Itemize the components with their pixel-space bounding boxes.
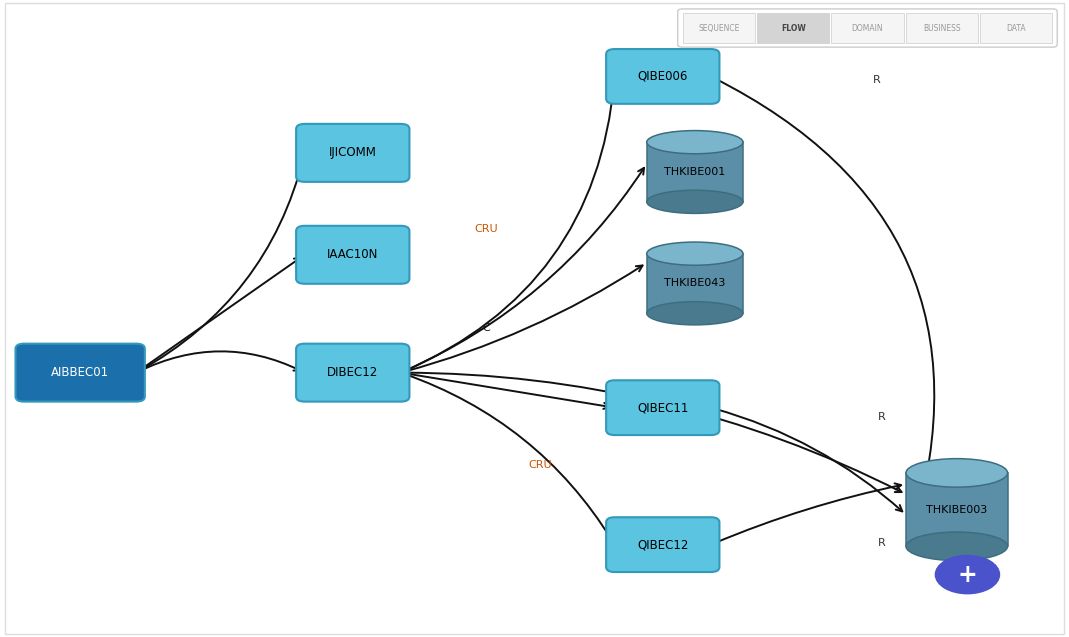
Text: BUSINESS: BUSINESS	[923, 24, 960, 32]
FancyArrowPatch shape	[404, 266, 642, 372]
Bar	[647, 254, 743, 313]
Bar	[907, 473, 1007, 547]
Text: QIBE006: QIBE006	[637, 70, 688, 83]
FancyBboxPatch shape	[832, 13, 903, 43]
Text: THKIBE003: THKIBE003	[926, 505, 988, 515]
FancyBboxPatch shape	[757, 13, 830, 43]
FancyArrowPatch shape	[139, 352, 300, 371]
Ellipse shape	[907, 459, 1007, 487]
Text: CRU: CRU	[528, 460, 552, 470]
Text: THKIBE043: THKIBE043	[664, 278, 726, 289]
Text: IAAC10N: IAAC10N	[327, 248, 378, 261]
Text: QIBEC12: QIBEC12	[637, 538, 688, 551]
Text: QIBEC11: QIBEC11	[637, 401, 688, 414]
FancyBboxPatch shape	[606, 517, 719, 572]
Text: R: R	[872, 75, 881, 85]
Ellipse shape	[647, 302, 743, 325]
Text: THKIBE001: THKIBE001	[664, 167, 726, 177]
Ellipse shape	[647, 190, 743, 213]
FancyBboxPatch shape	[606, 380, 719, 435]
FancyBboxPatch shape	[296, 124, 409, 182]
FancyBboxPatch shape	[683, 13, 755, 43]
FancyArrowPatch shape	[139, 158, 305, 371]
Text: DOMAIN: DOMAIN	[852, 24, 883, 32]
FancyBboxPatch shape	[905, 13, 978, 43]
Ellipse shape	[907, 532, 1007, 561]
Text: +: +	[958, 562, 977, 587]
Text: DATA: DATA	[1006, 24, 1025, 32]
FancyBboxPatch shape	[606, 49, 719, 104]
Circle shape	[935, 555, 1000, 594]
FancyBboxPatch shape	[296, 226, 409, 284]
Text: IJICOMM: IJICOMM	[329, 147, 376, 159]
Text: SEQUENCE: SEQUENCE	[698, 24, 740, 32]
Bar	[647, 142, 743, 202]
FancyArrowPatch shape	[403, 168, 644, 371]
FancyArrowPatch shape	[404, 373, 901, 492]
FancyArrowPatch shape	[139, 257, 300, 371]
Text: R: R	[878, 538, 886, 548]
Text: FLOW: FLOW	[781, 24, 806, 32]
Text: CRU: CRU	[475, 224, 498, 234]
Text: C: C	[482, 323, 491, 333]
Ellipse shape	[647, 242, 743, 265]
FancyBboxPatch shape	[15, 344, 145, 402]
FancyArrowPatch shape	[713, 78, 934, 533]
FancyArrowPatch shape	[404, 373, 609, 409]
Text: R: R	[878, 412, 886, 422]
FancyArrowPatch shape	[403, 373, 613, 540]
Text: AIBBEC01: AIBBEC01	[51, 366, 109, 379]
FancyArrowPatch shape	[714, 408, 902, 512]
FancyArrowPatch shape	[403, 82, 617, 371]
FancyBboxPatch shape	[980, 13, 1052, 43]
FancyBboxPatch shape	[296, 344, 409, 402]
Ellipse shape	[647, 131, 743, 154]
FancyArrowPatch shape	[713, 483, 901, 543]
Text: DIBEC12: DIBEC12	[327, 366, 378, 379]
